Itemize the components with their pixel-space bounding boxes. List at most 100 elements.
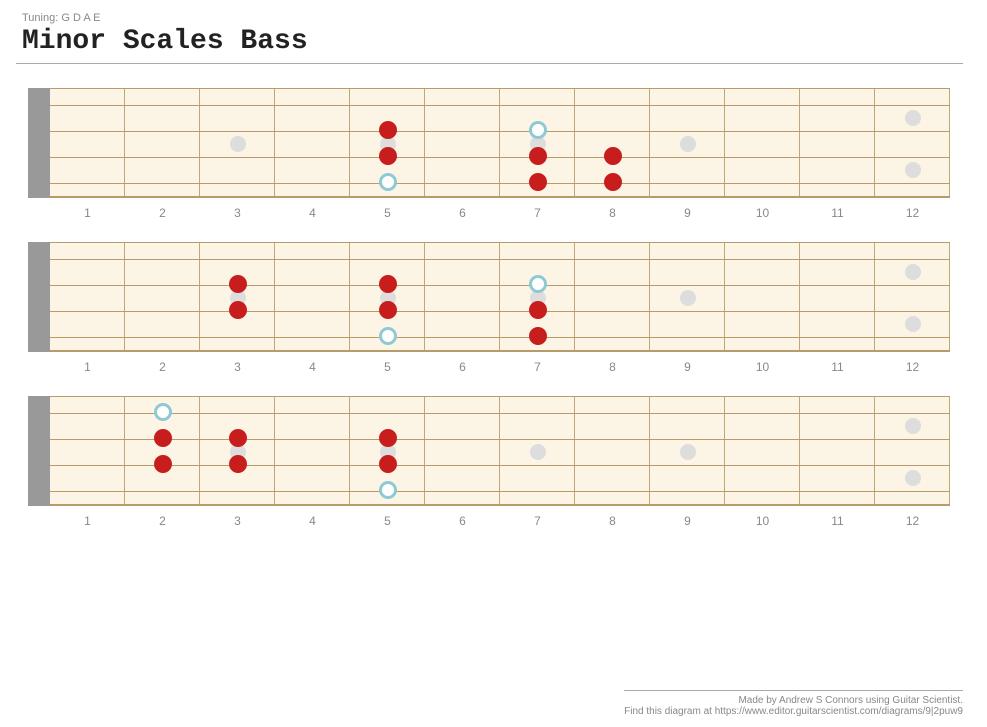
fret-number-label: 2 xyxy=(159,514,166,528)
fret-number-label: 12 xyxy=(906,360,919,374)
fret-number-label: 4 xyxy=(309,514,316,528)
fretboard-diagram: 123456789101112 xyxy=(28,242,950,382)
fret-number-label: 9 xyxy=(684,360,691,374)
note-dot xyxy=(379,147,397,165)
fret-number-label: 3 xyxy=(234,360,241,374)
inlay-marker xyxy=(680,290,696,306)
string-line xyxy=(50,157,950,158)
fret-number-label: 4 xyxy=(309,206,316,220)
fretboard-diagram: 123456789101112 xyxy=(28,396,950,536)
nut xyxy=(28,242,50,352)
footer-line2: Find this diagram at https://www.editor.… xyxy=(624,706,963,717)
note-dot xyxy=(379,455,397,473)
fret-number-label: 8 xyxy=(609,206,616,220)
string-line xyxy=(50,413,950,414)
fret-number-label: 1 xyxy=(84,206,91,220)
fret-number-label: 5 xyxy=(384,514,391,528)
fret-number-label: 6 xyxy=(459,206,466,220)
note-dot xyxy=(229,429,247,447)
inlay-marker xyxy=(905,110,921,126)
string-line xyxy=(50,311,950,312)
fret-number-label: 4 xyxy=(309,360,316,374)
note-dot-root xyxy=(379,481,397,499)
fret-number-label: 3 xyxy=(234,206,241,220)
note-dot xyxy=(529,301,547,319)
fretboard xyxy=(50,242,950,352)
page: Tuning: G D A E Minor Scales Bass 123456… xyxy=(0,0,987,727)
note-dot-root xyxy=(154,403,172,421)
string-line xyxy=(50,465,950,466)
note-dot xyxy=(379,275,397,293)
fret-number-label: 9 xyxy=(684,206,691,220)
fret-number-label: 6 xyxy=(459,360,466,374)
note-dot-root xyxy=(379,173,397,191)
inlay-marker xyxy=(905,316,921,332)
note-dot xyxy=(379,301,397,319)
string-line xyxy=(50,131,950,132)
string-line xyxy=(50,259,950,260)
fretboard xyxy=(50,88,950,198)
fret-number-label: 10 xyxy=(756,360,769,374)
string-line xyxy=(50,491,950,492)
inlay-marker xyxy=(680,444,696,460)
footer-line1: Made by Andrew S Connors using Guitar Sc… xyxy=(624,695,963,706)
fret-number-label: 7 xyxy=(534,360,541,374)
inlay-marker xyxy=(530,444,546,460)
note-dot xyxy=(529,327,547,345)
fret-number-label: 5 xyxy=(384,206,391,220)
note-dot xyxy=(229,301,247,319)
fret-number-label: 2 xyxy=(159,206,166,220)
note-dot-root xyxy=(529,121,547,139)
footer-divider xyxy=(624,690,963,691)
note-dot xyxy=(379,121,397,139)
fret-number-label: 7 xyxy=(534,514,541,528)
string-line xyxy=(50,337,950,338)
inlay-marker xyxy=(905,162,921,178)
fretboard-diagram: 123456789101112 xyxy=(28,88,950,228)
fret-number-label: 2 xyxy=(159,360,166,374)
fret-number-label: 12 xyxy=(906,206,919,220)
inlay-marker xyxy=(905,264,921,280)
inlay-marker xyxy=(230,136,246,152)
fretboard xyxy=(50,396,950,506)
fret-number-label: 7 xyxy=(534,206,541,220)
inlay-marker xyxy=(905,470,921,486)
note-dot xyxy=(229,275,247,293)
note-dot xyxy=(604,173,622,191)
fret-number-label: 9 xyxy=(684,514,691,528)
note-dot-root xyxy=(379,327,397,345)
string-line xyxy=(50,439,950,440)
note-dot xyxy=(154,429,172,447)
note-dot xyxy=(529,173,547,191)
fret-number-label: 11 xyxy=(831,360,843,374)
fret-number-label: 6 xyxy=(459,514,466,528)
note-dot xyxy=(379,429,397,447)
nut xyxy=(28,88,50,198)
inlay-marker xyxy=(680,136,696,152)
tuning-label: Tuning: G D A E xyxy=(22,12,963,24)
fret-number-label: 10 xyxy=(756,514,769,528)
title-divider xyxy=(16,63,963,64)
nut xyxy=(28,396,50,506)
fret-number-label: 11 xyxy=(831,514,843,528)
fret-number-label: 11 xyxy=(831,206,843,220)
diagrams-container: 1234567891011121234567891011121234567891… xyxy=(16,88,963,536)
fret-number-label: 3 xyxy=(234,514,241,528)
note-dot xyxy=(154,455,172,473)
note-dot xyxy=(604,147,622,165)
note-dot xyxy=(529,147,547,165)
string-line xyxy=(50,285,950,286)
fret-number-label: 5 xyxy=(384,360,391,374)
fret-number-label: 8 xyxy=(609,360,616,374)
fret-number-label: 10 xyxy=(756,206,769,220)
string-line xyxy=(50,183,950,184)
footer: Made by Andrew S Connors using Guitar Sc… xyxy=(624,690,963,717)
inlay-marker xyxy=(905,418,921,434)
note-dot-root xyxy=(529,275,547,293)
fret-number-label: 8 xyxy=(609,514,616,528)
fret-number-label: 12 xyxy=(906,514,919,528)
string-line xyxy=(50,105,950,106)
fret-number-label: 1 xyxy=(84,514,91,528)
page-title: Minor Scales Bass xyxy=(22,26,963,57)
fret-number-label: 1 xyxy=(84,360,91,374)
